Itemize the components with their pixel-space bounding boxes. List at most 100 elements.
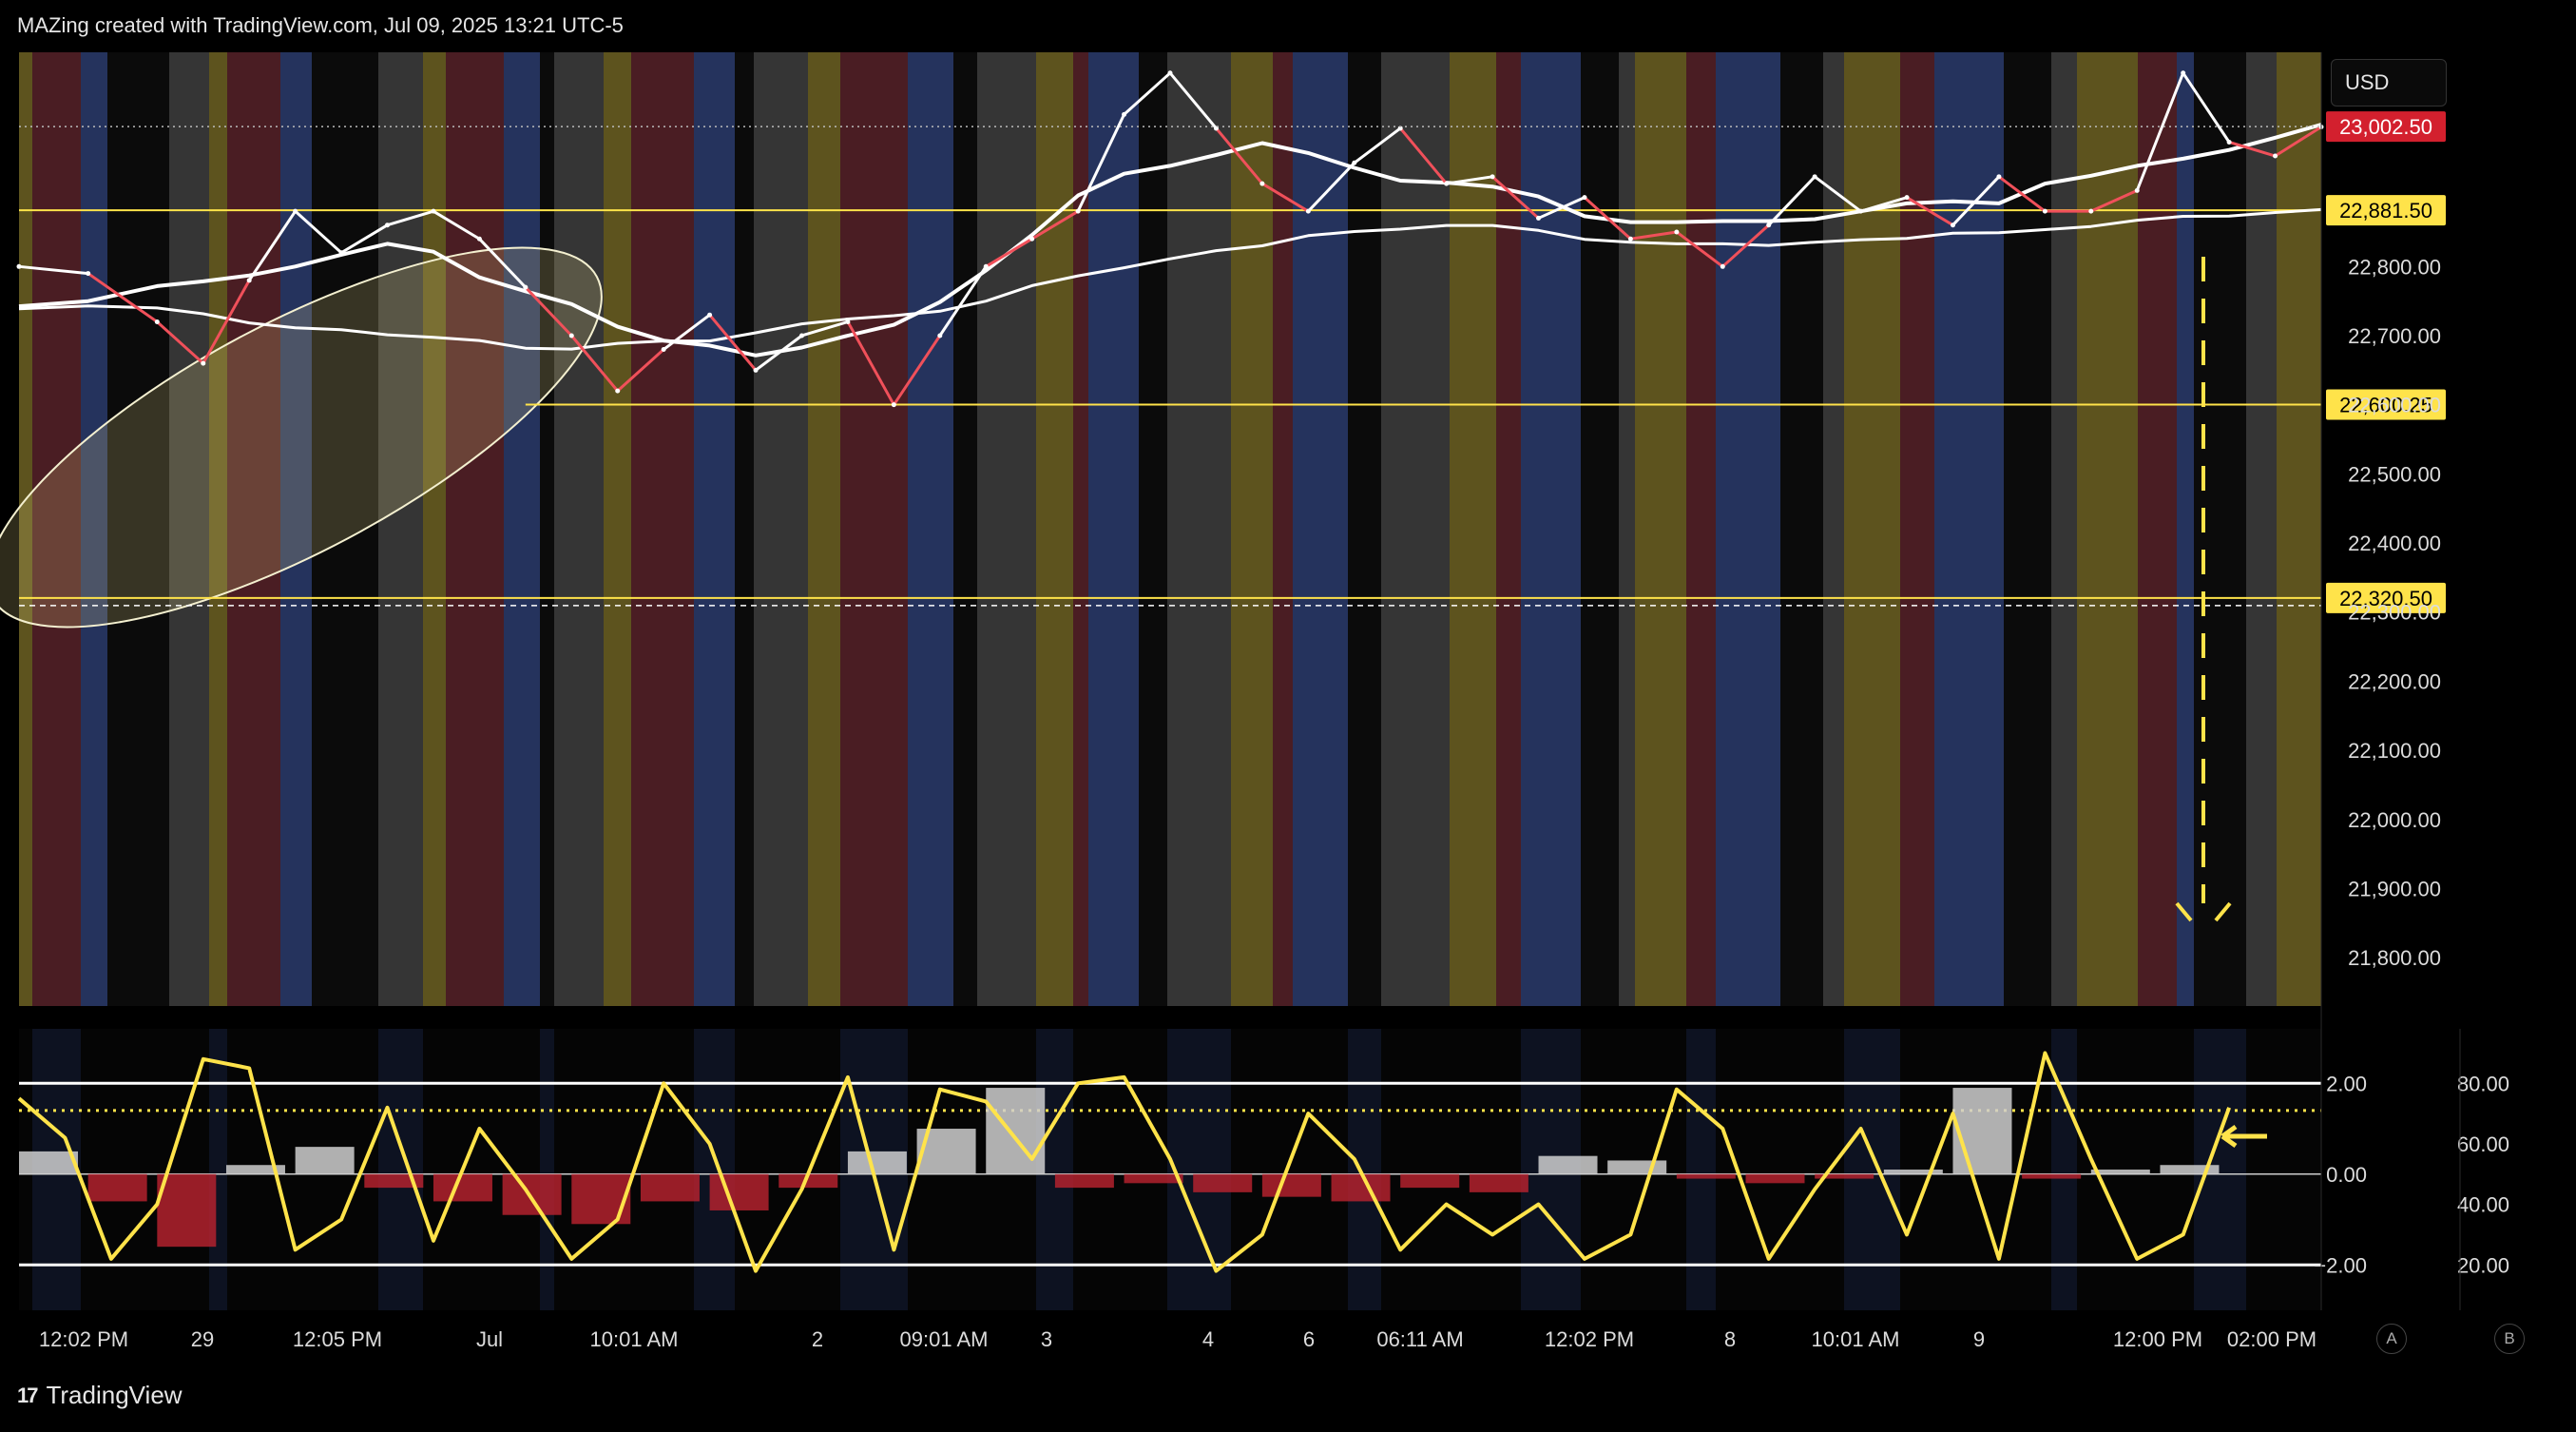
session-stripe — [735, 52, 754, 1006]
price-tick-label: 22,000.00 — [2348, 808, 2441, 832]
price-point — [246, 278, 252, 283]
price-point — [1075, 208, 1081, 214]
oscillator-session-stripe — [1496, 1029, 1521, 1310]
chart-canvas[interactable]: 22,881.50 22,600.25 22,320.50 23,002.50 22,8… — [0, 0, 2576, 1369]
price-pane-background — [19, 52, 2321, 1006]
price-segment — [433, 209, 481, 241]
price-segment — [663, 313, 711, 351]
log-scale-button[interactable]: B — [2494, 1324, 2525, 1354]
price-segment — [2090, 188, 2138, 213]
oscillator-session-stripe — [1073, 1029, 1088, 1310]
price-point — [1950, 223, 1955, 228]
oscillator-session-stripe — [1348, 1029, 1381, 1310]
session-stripe — [1450, 52, 1496, 1006]
session-stripe — [554, 52, 604, 1006]
oscillator-session-stripe — [1381, 1029, 1450, 1310]
price-point — [523, 284, 529, 290]
session-stripe — [1273, 52, 1293, 1006]
time-tick-label: 29 — [191, 1327, 214, 1351]
auto-scale-button[interactable]: A — [2376, 1324, 2407, 1354]
oscillator-session-stripe — [754, 1029, 808, 1310]
histogram-bar — [1883, 1170, 1943, 1174]
price-tick-label: 22,100.00 — [2348, 739, 2441, 763]
histogram-bar — [1469, 1173, 1528, 1192]
price-tick-label: 22,500.00 — [2348, 462, 2441, 486]
price-point — [798, 333, 804, 339]
session-stripe — [378, 52, 423, 1006]
price-point — [1766, 223, 1772, 228]
price-segment — [708, 314, 758, 372]
histogram-bar — [1400, 1173, 1460, 1189]
histogram-bar — [87, 1173, 147, 1202]
session-stripe — [1844, 52, 1900, 1006]
price-point — [1996, 174, 2002, 180]
time-tick-label: 06:11 AM — [1376, 1327, 1463, 1351]
price-segment — [755, 334, 803, 372]
session-stripe — [631, 52, 694, 1006]
price-segment — [87, 272, 159, 323]
currency-selector[interactable]: USD — [2331, 59, 2447, 106]
oscillator-session-stripe — [378, 1029, 423, 1310]
price-point — [293, 208, 298, 214]
price-point — [1029, 236, 1035, 242]
price-point — [1397, 126, 1403, 131]
oscillator-session-stripe — [1716, 1029, 1780, 1310]
session-stripe — [19, 52, 32, 1006]
price-point — [661, 347, 666, 353]
session-stripe — [423, 52, 446, 1006]
time-tick-label: 4 — [1202, 1327, 1214, 1351]
price-tick-label: 22,600.00 — [2348, 394, 2441, 417]
osc-tick-label: 2.00 — [2326, 1072, 2367, 1095]
oscillator-session-stripe — [1686, 1029, 1716, 1310]
price-segment — [387, 209, 434, 227]
price-segment — [846, 320, 895, 406]
oscillator-session-stripe — [1780, 1029, 1823, 1310]
session-stripe — [107, 52, 169, 1006]
oscillator-line — [17, 1051, 2231, 1273]
brand-name: TradingView — [46, 1381, 183, 1409]
price-point — [1904, 195, 1910, 201]
session-stripe — [1716, 52, 1780, 1006]
price-segment — [1215, 126, 1264, 185]
session-stripe — [977, 52, 1036, 1006]
price-segment — [1860, 196, 1908, 213]
osc-percent-tick-label: 40.00 — [2457, 1193, 2509, 1217]
price-segment — [294, 210, 343, 254]
price-segment — [524, 286, 573, 338]
price-segment — [1998, 175, 2047, 213]
price-segment — [2182, 71, 2231, 144]
session-stripe — [81, 52, 107, 1006]
price-point — [1720, 263, 1725, 269]
price-point — [476, 236, 482, 242]
price-segment — [801, 320, 849, 338]
level-badge — [2326, 389, 2446, 420]
price-point — [753, 367, 759, 373]
osc-percent-tick-label: 60.00 — [2457, 1132, 2509, 1156]
histogram-bar — [571, 1173, 631, 1225]
histogram-bar — [2022, 1173, 2082, 1179]
time-tick-label: 12:00 PM — [2113, 1327, 2202, 1351]
price-point — [1122, 111, 1127, 117]
session-stripe — [840, 52, 908, 1006]
session-stripe — [1088, 52, 1139, 1006]
session-stripe — [1036, 52, 1073, 1006]
session-stripe — [604, 52, 631, 1006]
time-tick-label: 10:01 AM — [590, 1327, 679, 1351]
session-stripe — [2051, 52, 2077, 1006]
price-segment — [478, 238, 527, 289]
price-point — [86, 271, 91, 277]
histogram-bar — [364, 1173, 424, 1189]
session-stripe — [1823, 52, 1844, 1006]
oscillator-session-stripe — [423, 1029, 446, 1310]
price-segment — [1353, 126, 1402, 164]
session-stripe — [2177, 52, 2194, 1006]
session-stripe — [1581, 52, 1619, 1006]
session-stripe — [1167, 52, 1231, 1006]
level-badge — [2326, 195, 2446, 226]
price-point — [2088, 208, 2094, 214]
oscillator-session-stripe — [1273, 1029, 1293, 1310]
price-point — [1259, 181, 1265, 186]
price-point — [1812, 174, 1817, 180]
price-segment — [1399, 126, 1448, 185]
price-segment — [1630, 230, 1678, 241]
